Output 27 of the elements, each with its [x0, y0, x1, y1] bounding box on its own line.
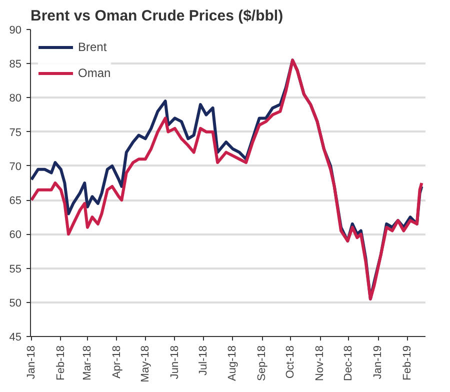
- y-tick-label: 60: [9, 229, 22, 242]
- x-tick-label: May-18: [139, 345, 152, 382]
- y-tick-label: 70: [9, 160, 22, 173]
- y-tick-label: 85: [9, 58, 22, 71]
- legend-label: Brent: [78, 40, 107, 54]
- x-tick-label: Jan-18: [25, 345, 38, 380]
- x-tick-label: Feb-19: [401, 345, 414, 380]
- x-tick-label: Sep-18: [256, 345, 268, 381]
- y-tick-label: 65: [9, 195, 22, 208]
- x-tick-label: Oct-18: [284, 345, 297, 379]
- legend-label: Oman: [78, 66, 111, 80]
- x-tick-label: Apr-18: [110, 345, 123, 379]
- x-tick-label: Mar-18: [81, 346, 94, 380]
- x-tick-label: Jun-18: [168, 345, 181, 380]
- y-tick-label: 50: [9, 297, 22, 310]
- y-tick-label: 45: [9, 332, 22, 344]
- y-tick-label: 75: [9, 126, 22, 139]
- x-tick-label: Jul-18: [197, 345, 210, 376]
- y-tick-label: 90: [9, 24, 22, 36]
- x-tick-label: Dec-18: [342, 345, 355, 381]
- y-tick-label: 80: [9, 92, 22, 105]
- x-tick-label: Jan-19: [372, 345, 384, 380]
- chart-title: Brent vs Oman Crude Prices ($/bbl): [30, 8, 284, 24]
- x-tick-label: Aug-18: [226, 345, 239, 381]
- x-tick-label: Feb-18: [54, 345, 67, 380]
- y-tick-label: 55: [9, 263, 22, 276]
- x-tick-label: Nov-18: [314, 345, 326, 381]
